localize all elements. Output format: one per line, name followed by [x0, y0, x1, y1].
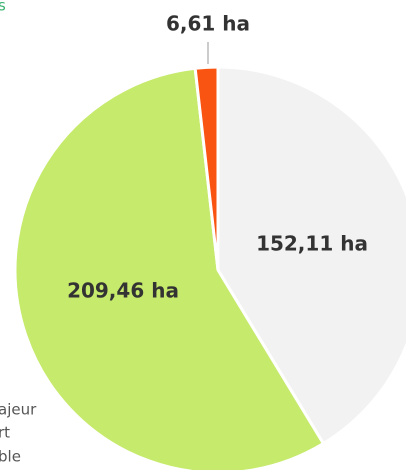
cut-legend-text: ajeur	[0, 401, 37, 419]
data-label: 6,61 ha	[166, 12, 250, 36]
cut-text: s	[0, 0, 6, 15]
pie-slice	[216, 65, 406, 446]
data-label: 209,46 ha	[67, 279, 179, 303]
pie-slice	[193, 65, 220, 271]
pie-slice	[13, 66, 326, 470]
cut-legend-text: ble	[0, 448, 21, 466]
data-label: 152,11 ha	[256, 232, 368, 256]
cut-legend-text: rt	[0, 424, 10, 442]
